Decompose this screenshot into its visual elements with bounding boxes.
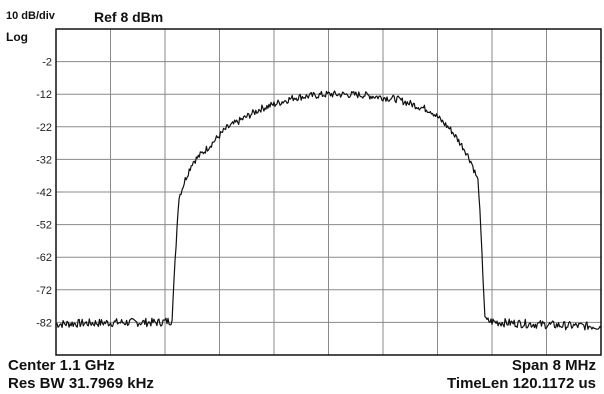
log-scale-label: Log xyxy=(6,30,28,44)
reference-level-label: Ref 8 dBm xyxy=(94,9,164,25)
spectrum-trace xyxy=(55,90,602,331)
grid xyxy=(56,29,601,355)
y-tick-label: -82 xyxy=(36,317,52,329)
y-tick-label: -42 xyxy=(36,187,52,199)
y-tick-label: -72 xyxy=(36,285,52,297)
y-tick-labels: -2 -12 -22 -32 -42 -52 -62 -72 -82 xyxy=(36,57,52,330)
plot-frame xyxy=(55,28,602,356)
y-tick-label: -22 xyxy=(36,122,52,134)
center-frequency-label: Center 1.1 GHz xyxy=(8,357,115,374)
span-label: Span 8 MHz xyxy=(511,357,596,374)
y-tick-label: -62 xyxy=(36,252,52,264)
y-tick-label: -12 xyxy=(36,89,52,101)
resolution-bandwidth-label: Res BW 31.7969 kHz xyxy=(8,375,154,392)
y-tick-label: -52 xyxy=(36,220,52,232)
trace-layer xyxy=(55,90,602,331)
time-length-label: TimeLen 120.1172 us xyxy=(447,375,596,392)
y-tick-label: -2 xyxy=(42,57,52,69)
scale-label: 10 dB/div xyxy=(6,10,55,22)
y-tick-label: -32 xyxy=(36,154,52,166)
